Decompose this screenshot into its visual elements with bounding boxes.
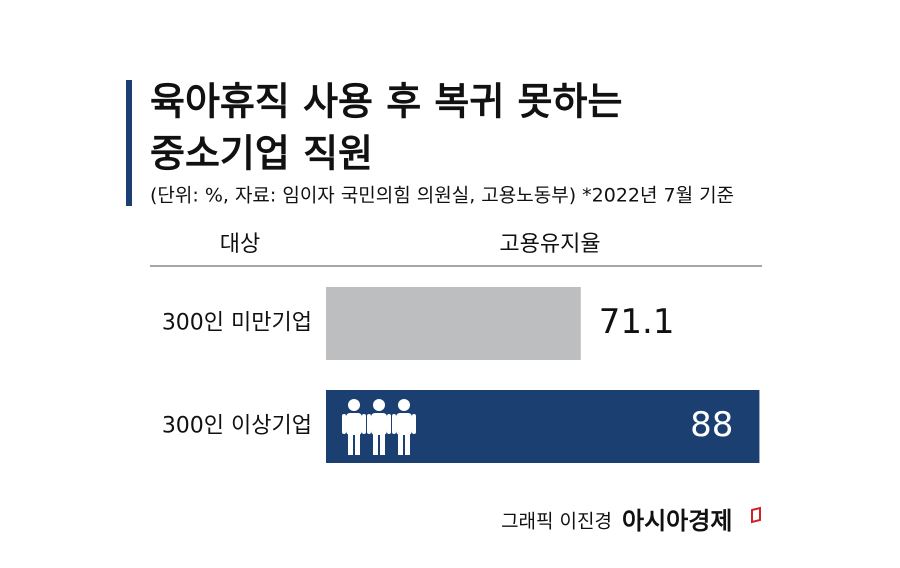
credit: 그래픽 이진경 xyxy=(501,511,612,533)
chart-subtitle: (단위: %, 자료: 임이자 국민의힘 의원실, 고용노동부) *2022년 … xyxy=(150,185,734,207)
value-label: 88 xyxy=(690,405,733,445)
logo-mark xyxy=(751,506,761,524)
bar xyxy=(326,287,581,360)
title-accent xyxy=(126,80,132,206)
category-label: 300인 이상기업 xyxy=(162,414,312,439)
source-logo: 아시아경제 xyxy=(622,507,732,535)
chart-title: 중소기업 직원 xyxy=(150,132,373,176)
column-header: 대상 xyxy=(220,232,260,257)
chart-title: 육아휴직 사용 후 복귀 못하는 xyxy=(150,80,622,124)
bars: 300인 미만기업 71.1 300인 이상기업 88 xyxy=(162,287,760,463)
people-icon xyxy=(342,399,416,455)
value-label: 71.1 xyxy=(599,302,675,342)
category-label: 300인 미만기업 xyxy=(162,311,312,336)
column-header: 고용유지율 xyxy=(499,232,600,257)
